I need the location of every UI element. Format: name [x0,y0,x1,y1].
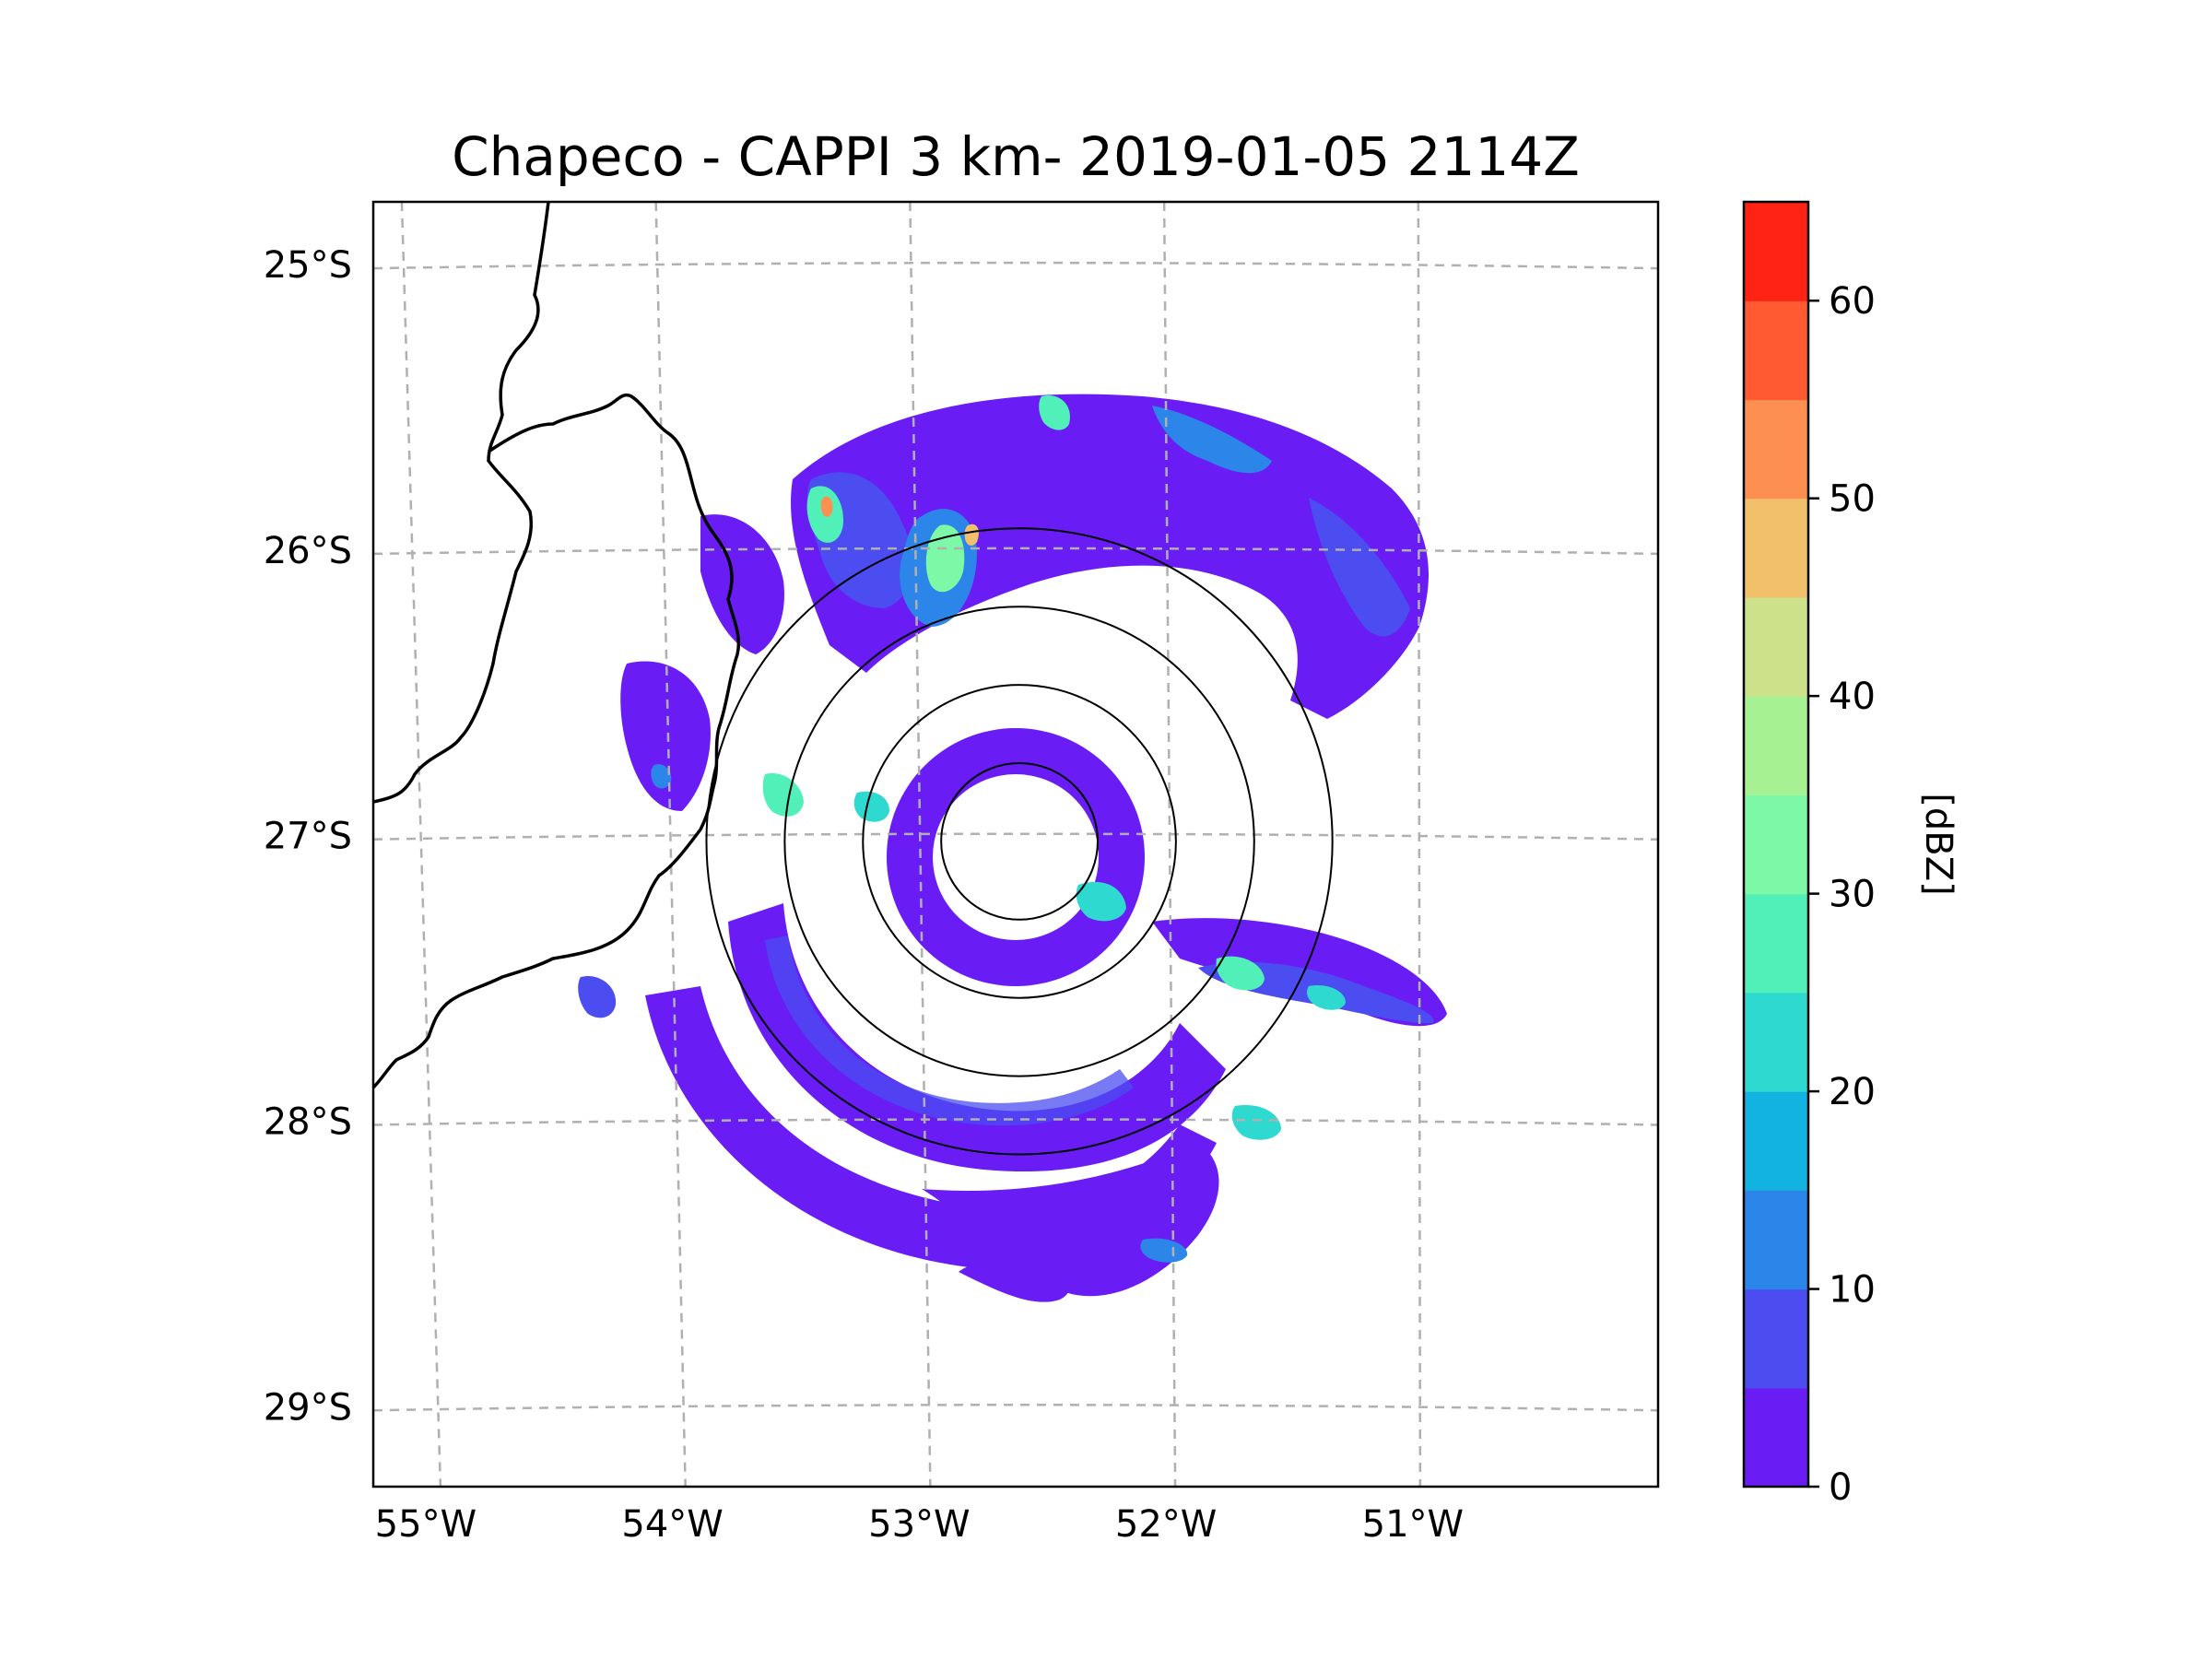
colorbar-swatch [1744,696,1808,795]
parallel-line [373,832,1658,841]
reflectivity-echoes [578,394,1447,1302]
range-ring [783,606,1255,1077]
chart-title: Chapeco - CAPPI 3 km- 2019-01-05 2114Z [452,125,1580,188]
map-frame [371,200,1660,1488]
echo-area-south2 [959,1257,1070,1302]
colorbar-swatch [1744,300,1808,401]
meridian-line [654,202,687,1487]
echo-southeast-cell [1231,1105,1281,1140]
lon-tick-label: 51°W [1362,1503,1464,1546]
lon-tick-label: 54°W [621,1503,723,1546]
colorbar-tick-label: 0 [1829,1466,1852,1509]
range-ring [705,527,1334,1156]
echo-area-southeast [922,1143,1219,1297]
colorbar-swatch [1744,399,1808,500]
echo-east-near [1076,881,1126,922]
echo-band-south [645,986,1217,1271]
echo-north-core [820,496,833,517]
colorbar-tick-label: 10 [1829,1269,1876,1312]
country-borders [373,202,740,1089]
colorbar-tick-label: 60 [1829,280,1876,323]
echo-west-cell [762,773,804,817]
colorbar-ticks: 0 10 20 30 40 50 60 [1808,280,1876,1509]
colorbar-swatches [1744,202,1808,1488]
echo-band-north [791,394,1429,719]
echo-west [620,661,711,811]
colorbar-tick-label: 30 [1829,874,1876,916]
echo-north-top [1039,395,1070,430]
parallel-line [373,1404,1658,1412]
colorbar: 0 10 20 30 40 50 60 [dBZ] [1742,200,1959,1509]
lat-tick-label: 28°S [264,1100,352,1143]
echo-south-cell [1140,1238,1188,1263]
colorbar-swatch [1744,1190,1808,1290]
lon-tick-label: 52°W [1115,1503,1217,1546]
colorbar-tick-label: 20 [1829,1071,1876,1113]
echo-northeast-cluster-2 [1309,498,1410,637]
colorbar-swatch [1744,893,1808,994]
meridian-line [909,202,932,1487]
parallel-line [373,261,1658,270]
meridian-line [1417,202,1422,1487]
echo-north-core-2 [964,524,979,546]
colorbar-tick-label: 40 [1829,676,1876,718]
latitude-tick-labels: 25°S 26°S 27°S 28°S 29°S [264,244,352,1429]
range-rings [705,527,1334,1156]
lon-tick-label: 53°W [868,1503,970,1546]
echo-northeast-cluster [1152,406,1272,474]
echo-southwest [578,976,617,1018]
echo-north-cluster-3 [925,524,965,593]
lat-tick-label: 25°S [264,244,352,287]
colorbar-swatch [1744,202,1808,301]
paraguay-border [373,202,550,804]
echo-east-cell-2 [1307,985,1346,1010]
range-ring [940,762,1099,921]
colorbar-frame [1742,200,1810,1488]
colorbar-swatch [1744,992,1808,1092]
echo-band-middle-2 [765,935,1134,1126]
map-area [371,200,1660,1488]
colorbar-label: [dBZ] [1917,793,1959,895]
parallel-line [373,547,1658,556]
lon-tick-label: 55°W [375,1503,477,1546]
colorbar-swatch [1744,596,1808,697]
graticule [373,202,1658,1487]
range-ring [862,684,1177,999]
colorbar-swatch [1744,1288,1808,1389]
longitude-tick-labels: 55°W 54°W 53°W 52°W 51°W [375,1503,1464,1546]
echo-west-small [651,764,672,789]
colorbar-swatch [1744,498,1808,598]
echo-east-cell [1216,956,1265,991]
colorbar-swatch [1744,794,1808,895]
colorbar-tick-label: 50 [1829,478,1876,521]
colorbar-swatch [1744,1091,1808,1191]
lat-tick-label: 26°S [264,530,352,572]
parallel-line [373,1118,1658,1126]
echo-west-cell-2 [853,791,889,822]
meridian-line [1162,202,1177,1487]
argentina-brazil-border [373,394,740,1089]
lat-tick-label: 27°S [264,816,352,858]
colorbar-swatch [1744,1387,1808,1488]
lat-tick-label: 29°S [264,1386,352,1429]
